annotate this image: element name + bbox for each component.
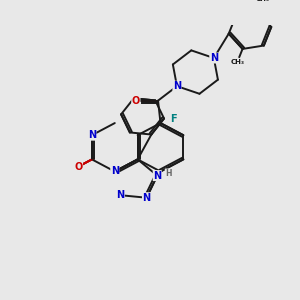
Text: N: N xyxy=(111,167,119,176)
Text: CH₃: CH₃ xyxy=(256,0,270,2)
Text: F: F xyxy=(170,114,177,124)
Text: H: H xyxy=(165,169,172,178)
Text: N: N xyxy=(88,130,96,140)
Text: N: N xyxy=(210,53,218,63)
Text: N: N xyxy=(116,190,124,200)
Text: O: O xyxy=(74,161,83,172)
Text: CH₃: CH₃ xyxy=(230,59,244,65)
Text: O: O xyxy=(132,96,140,106)
Text: N: N xyxy=(142,193,151,203)
Text: N: N xyxy=(173,81,181,91)
Text: N: N xyxy=(153,171,161,181)
